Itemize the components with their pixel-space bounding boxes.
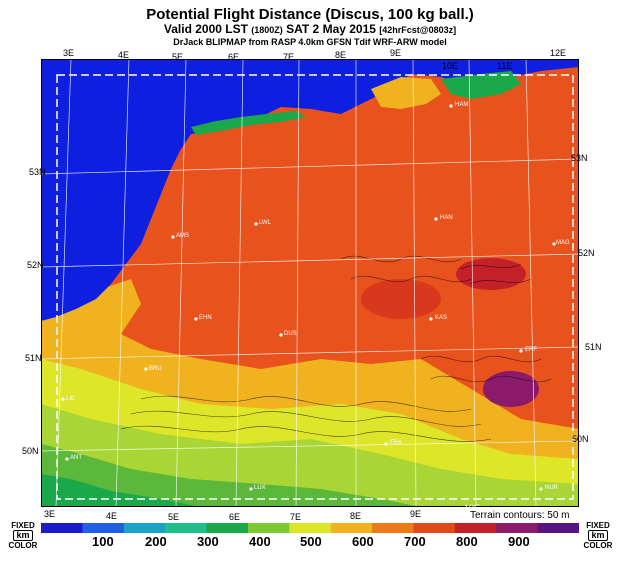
legend-tick: 500: [300, 534, 322, 549]
lon-label: 3E: [44, 509, 56, 519]
city-label: EHN: [199, 315, 212, 321]
lon-label: 10E: [442, 61, 459, 71]
city-label: DUS: [284, 331, 297, 337]
city-label: ERF: [525, 347, 537, 353]
hotspot: [361, 279, 441, 319]
color-scale-swatch: [165, 523, 208, 533]
lon-label: 5E: [172, 52, 184, 62]
zone-300: [41, 444, 421, 507]
city-label: FRA: [390, 440, 402, 446]
coastal-zone: [51, 279, 141, 344]
lat-label: 50N: [572, 434, 589, 444]
legend-tick: 300: [197, 534, 219, 549]
lat-label: 52N: [27, 260, 44, 270]
graticule: [41, 59, 579, 507]
model-credit: DrJack BLIPMAP from RASP 4.0km GFSN Tdif…: [173, 37, 447, 47]
color-scale-swatch: [41, 523, 83, 533]
hotspot: [483, 371, 539, 407]
lon-label: 4E: [118, 50, 130, 60]
city-label: LUX: [254, 485, 266, 491]
lat-label: 52N: [578, 248, 595, 258]
lon-label: 12E: [550, 48, 567, 58]
city-label: HAM: [455, 102, 469, 108]
color-scale-swatch: [330, 523, 373, 533]
city-label: KAS: [435, 315, 448, 321]
legend-tick: 400: [249, 534, 271, 549]
lon-label: 6E: [229, 512, 241, 522]
city-label: HAN: [440, 215, 453, 221]
city-label: LIE: [66, 396, 76, 402]
legend-tick: 700: [404, 534, 426, 549]
city-label: BRU: [149, 366, 162, 372]
color-scale-swatch: [123, 523, 166, 533]
city-label: LWL: [259, 220, 271, 226]
color-scale-swatch: [413, 523, 456, 533]
lon-label: 8E: [335, 50, 347, 60]
map-border: [41, 59, 579, 507]
legend-tick: 800: [456, 534, 478, 549]
terrain-contour-note: Terrain contours: 50 m: [470, 510, 570, 521]
color-scale-swatch: [247, 523, 290, 533]
flight-distance-map: [41, 59, 579, 507]
lat-label: 51N: [585, 342, 602, 352]
color-scale-swatch: [372, 523, 414, 533]
map-title: Potential Flight Distance (Discus, 100 k…: [146, 6, 474, 23]
color-scale-swatch: [454, 523, 497, 533]
terrain-contours: [120, 255, 552, 442]
domain-frame: [56, 74, 574, 500]
legend-tick: 200: [145, 534, 167, 549]
lat-label: 53N: [571, 153, 588, 163]
lon-label: 8E: [350, 511, 362, 521]
legend-tick: 600: [352, 534, 374, 549]
color-scale-swatch: [289, 523, 332, 533]
lon-label: 4E: [106, 511, 118, 521]
lat-label: 50N: [22, 446, 39, 456]
lon-label: 7E: [290, 512, 302, 522]
color-scale-swatch: [82, 523, 125, 533]
wadden-islands: [191, 111, 306, 135]
lon-label: 3E: [63, 48, 75, 58]
color-scale-swatch: [206, 523, 249, 533]
hotspot: [456, 258, 526, 290]
city-label: NUR: [545, 485, 558, 491]
lon-label: 6E: [228, 52, 240, 62]
legend-tick: 100: [92, 534, 114, 549]
valid-time: Valid 2000 LST (1800Z) SAT 2 May 2015 [4…: [163, 22, 457, 36]
north-coast: [371, 77, 441, 109]
lon-label: 5E: [168, 512, 180, 522]
sea-area: [41, 59, 579, 321]
legend-unit-left: FIXED km COLOR: [8, 521, 38, 550]
lon-label: 9E: [390, 48, 402, 58]
lon-label: 11E: [497, 61, 513, 71]
lon-label: 10E: [464, 503, 481, 513]
city-markers: [61, 104, 556, 491]
city-label: ANT: [70, 455, 82, 461]
legend-tick: 900: [508, 534, 530, 549]
city-label: MAG: [556, 240, 570, 246]
color-scale-swatch: [537, 523, 579, 533]
lon-label: 7E: [283, 52, 295, 62]
lon-label: 9E: [410, 509, 422, 519]
north-coast: [441, 71, 521, 99]
city-label: AMS: [176, 233, 190, 239]
color-scale-swatch: [496, 523, 539, 533]
lat-label: 51N: [25, 353, 42, 363]
color-scale-bar: [41, 523, 579, 533]
lat-label: 53N: [29, 167, 46, 177]
legend-unit-right: FIXED km COLOR: [583, 521, 613, 550]
